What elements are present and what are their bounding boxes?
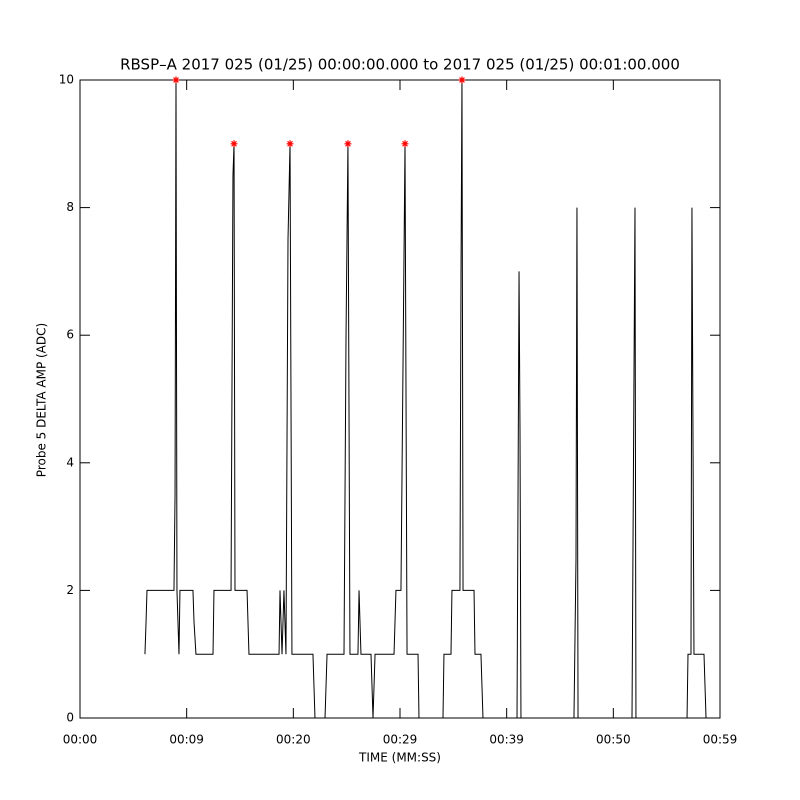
x-tick-label: 00:00 bbox=[63, 733, 98, 747]
peak-marker bbox=[286, 140, 294, 148]
y-tick-label: 6 bbox=[66, 328, 74, 342]
peak-marker bbox=[230, 140, 238, 148]
y-tick-label: 8 bbox=[66, 200, 74, 214]
x-tick-label: 00:29 bbox=[383, 733, 418, 747]
y-tick-label: 10 bbox=[59, 73, 74, 87]
peak-marker bbox=[344, 140, 352, 148]
peak-marker bbox=[458, 76, 466, 84]
x-tick-label: 00:50 bbox=[596, 733, 631, 747]
x-tick-label: 00:59 bbox=[703, 733, 738, 747]
data-line bbox=[144, 79, 707, 719]
y-axis-label: Probe 5 DELTA AMP (ADC) bbox=[35, 323, 49, 477]
y-tick-label: 0 bbox=[66, 711, 74, 725]
peak-marker bbox=[172, 76, 180, 84]
x-tick-label: 00:20 bbox=[276, 733, 311, 747]
chart-title: RBSP–A 2017 025 (01/25) 00:00:00.000 to … bbox=[120, 56, 680, 74]
y-tick-label: 4 bbox=[66, 455, 74, 469]
y-tick-label: 2 bbox=[66, 583, 74, 597]
x-axis-label: TIME (MM:SS) bbox=[358, 751, 441, 765]
peak-marker bbox=[401, 140, 409, 148]
x-tick-label: 00:39 bbox=[489, 733, 524, 747]
x-tick-label: 00:09 bbox=[169, 733, 204, 747]
